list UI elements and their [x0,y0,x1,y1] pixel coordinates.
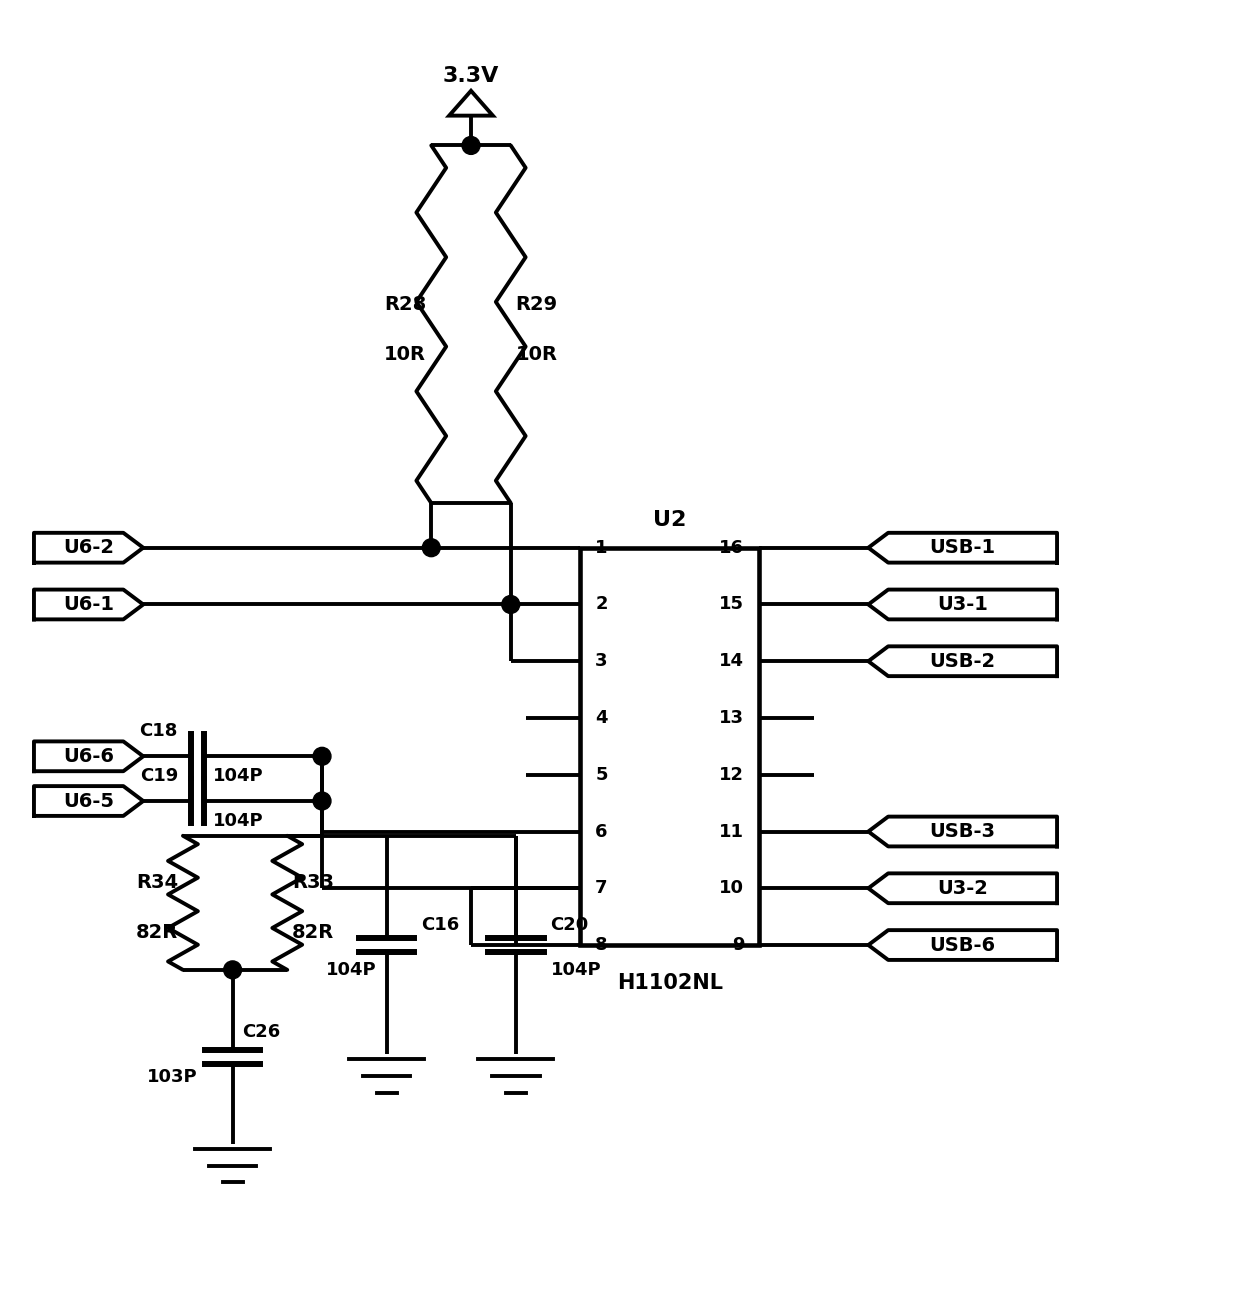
Circle shape [463,136,480,154]
Circle shape [502,596,520,613]
Text: 3.3V: 3.3V [443,65,500,86]
Text: U6-5: U6-5 [63,792,114,810]
Text: U6-1: U6-1 [63,595,114,614]
Text: 10R: 10R [384,345,427,363]
Text: 7: 7 [595,880,608,898]
Text: 15: 15 [719,596,744,613]
Text: U3-2: U3-2 [937,878,988,898]
Text: 10: 10 [719,880,744,898]
Circle shape [223,961,242,979]
Text: USB-1: USB-1 [930,538,996,557]
Text: USB-3: USB-3 [930,822,996,840]
Text: 1: 1 [595,538,608,557]
Text: 104P: 104P [213,812,263,830]
Circle shape [423,538,440,557]
Text: R33: R33 [293,873,335,893]
Text: 104P: 104P [326,961,377,979]
Text: 9: 9 [732,936,744,954]
FancyBboxPatch shape [580,548,759,945]
Text: 14: 14 [719,652,744,670]
Text: 82R: 82R [135,923,179,942]
Text: 6: 6 [595,822,608,840]
Text: 3: 3 [595,652,608,670]
Text: C26: C26 [243,1023,280,1040]
Text: 5: 5 [595,766,608,784]
Text: 82R: 82R [293,923,335,942]
Text: 103P: 103P [148,1068,198,1086]
Text: 12: 12 [719,766,744,784]
Text: R28: R28 [384,295,427,314]
Text: U2: U2 [653,510,687,529]
Text: C16: C16 [422,916,460,935]
Text: H1102NL: H1102NL [616,972,723,993]
Text: 13: 13 [719,708,744,727]
Circle shape [312,792,331,810]
Text: R29: R29 [516,295,558,314]
Text: 2: 2 [595,596,608,613]
Text: 8: 8 [595,936,608,954]
Text: 16: 16 [719,538,744,557]
Text: U3-1: U3-1 [937,595,988,614]
Circle shape [312,748,331,765]
Text: 104P: 104P [551,961,601,979]
Text: U6-2: U6-2 [63,538,114,557]
Text: USB-6: USB-6 [930,936,996,954]
Text: C19: C19 [140,767,179,786]
Text: 10R: 10R [516,345,558,363]
Text: C20: C20 [551,916,589,935]
Text: U6-6: U6-6 [63,746,114,766]
Text: 104P: 104P [213,767,263,786]
Text: 4: 4 [595,708,608,727]
Text: USB-2: USB-2 [930,652,996,670]
Text: 11: 11 [719,822,744,840]
Text: R34: R34 [136,873,179,893]
Text: C18: C18 [140,723,179,741]
